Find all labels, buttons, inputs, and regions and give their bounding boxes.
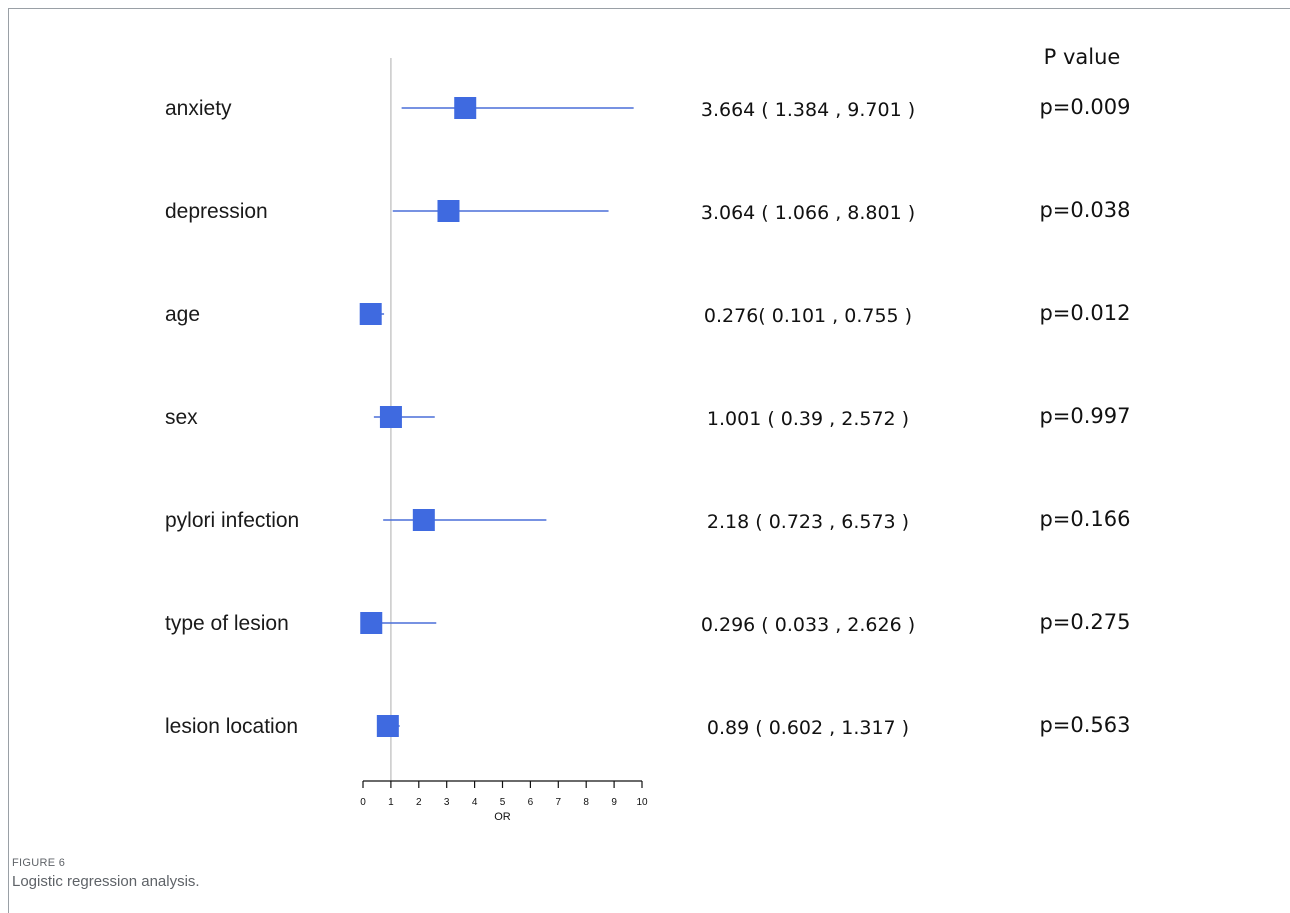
- forest-row: age 0.276( 0.101 , 0.755 ) p=0.012: [165, 301, 1131, 327]
- or-marker: [359, 303, 382, 325]
- p-value-text: p=0.009: [1039, 95, 1130, 119]
- row-label: pylori infection: [165, 509, 299, 532]
- forest-row: lesion location 0.89 ( 0.602 , 1.317 ) p=0…: [165, 713, 1131, 739]
- p-value-text: p=0.166: [1039, 507, 1130, 531]
- ci-value-text: 2.18 ( 0.723 , 6.573 ): [707, 511, 909, 533]
- p-value-header: P value: [1044, 45, 1121, 69]
- forest-row: depression 3.064 ( 1.066 , 8.801 ) p=0.038: [165, 198, 1131, 224]
- forest-row: pylori infection 2.18 ( 0.723 , 6.573 ) p=…: [165, 507, 1131, 533]
- row-label: depression: [165, 200, 268, 223]
- row-label: anxiety: [165, 97, 232, 120]
- ci-value-text: 0.276( 0.101 , 0.755 ): [704, 305, 912, 327]
- row-label: sex: [165, 406, 198, 429]
- or-marker: [412, 509, 435, 531]
- x-axis: 0 1 2 3 4 5 6 7 8 9 10 OR: [360, 780, 648, 823]
- x-tick-label: 8: [583, 797, 589, 808]
- ci-value-text: 3.664 ( 1.384 , 9.701 ): [701, 99, 915, 121]
- p-value-text: p=0.038: [1039, 198, 1130, 222]
- forest-plot: anxiety 3.664 ( 1.384 , 9.701 ) p=0.009 dep…: [165, 45, 1131, 823]
- ci-value-text: 1.001 ( 0.39 , 2.572 ): [707, 408, 909, 430]
- row-label: lesion location: [165, 715, 298, 738]
- p-value-text: p=0.275: [1039, 610, 1130, 634]
- x-tick-label: 4: [472, 797, 478, 808]
- frame-border-left: [8, 8, 9, 913]
- or-marker: [360, 612, 383, 634]
- forest-row: anxiety 3.664 ( 1.384 , 9.701 ) p=0.009: [165, 95, 1131, 121]
- forest-row: type of lesion 0.296 ( 0.033 , 2.626 ) p=0…: [165, 610, 1131, 636]
- or-marker: [379, 406, 402, 428]
- x-tick-label: 5: [500, 797, 506, 808]
- or-marker: [376, 715, 399, 737]
- x-tick-label: 1: [388, 797, 394, 808]
- x-tick-label: 3: [444, 797, 450, 808]
- ci-value-text: 0.296 ( 0.033 , 2.626 ): [701, 614, 915, 636]
- row-label: type of lesion: [165, 612, 289, 635]
- x-axis-title: OR: [494, 811, 511, 823]
- frame-border-top: [8, 8, 1290, 9]
- row-label: age: [165, 303, 200, 326]
- x-tick-label: 2: [416, 797, 422, 808]
- ci-value-text: 3.064 ( 1.066 , 8.801 ): [701, 202, 915, 224]
- x-tick-label: 6: [528, 797, 534, 808]
- x-tick-label: 7: [556, 797, 562, 808]
- forest-row: sex 1.001 ( 0.39 , 2.572 ) p=0.997: [165, 404, 1131, 430]
- x-tick-label: 9: [611, 797, 617, 808]
- x-tick-label: 10: [636, 797, 648, 808]
- figure-number: FIGURE 6: [12, 857, 66, 869]
- p-value-text: p=0.563: [1039, 713, 1130, 737]
- figure-caption-text: Logistic regression analysis.: [12, 873, 200, 890]
- x-tick-label: 0: [360, 797, 366, 808]
- p-value-text: p=0.997: [1039, 404, 1130, 428]
- p-value-text: p=0.012: [1039, 301, 1130, 325]
- or-marker: [437, 200, 460, 222]
- or-marker: [454, 97, 477, 119]
- forest-rows: anxiety 3.664 ( 1.384 , 9.701 ) p=0.009 dep…: [165, 95, 1131, 739]
- figure-caption: FIGURE 6 Logistic regression analysis.: [12, 857, 200, 890]
- ci-value-text: 0.89 ( 0.602 , 1.317 ): [707, 717, 909, 739]
